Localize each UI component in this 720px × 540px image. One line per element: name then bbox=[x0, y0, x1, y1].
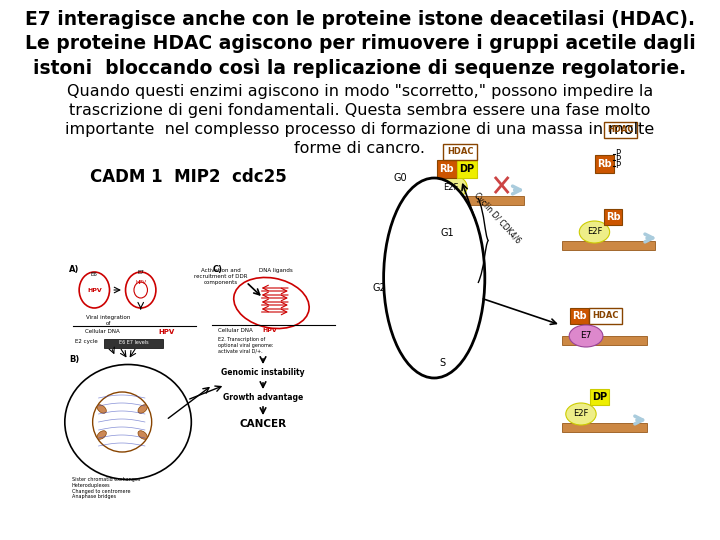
Text: E2F: E2F bbox=[573, 409, 589, 418]
Ellipse shape bbox=[97, 431, 107, 439]
Circle shape bbox=[125, 272, 156, 308]
Text: E6 E7 levels: E6 E7 levels bbox=[119, 341, 149, 346]
Text: Genomic instability: Genomic instability bbox=[221, 368, 305, 377]
Text: S: S bbox=[440, 358, 446, 368]
Text: DNA ligands: DNA ligands bbox=[258, 268, 292, 273]
Ellipse shape bbox=[138, 405, 147, 413]
Text: E2F: E2F bbox=[444, 183, 459, 192]
Text: HPV: HPV bbox=[262, 328, 277, 333]
FancyBboxPatch shape bbox=[588, 308, 622, 324]
Text: DP: DP bbox=[592, 392, 607, 402]
Circle shape bbox=[134, 282, 148, 298]
Text: DP: DP bbox=[459, 164, 474, 174]
Text: istoni  bloccando così la replicazione di sequenze regolatorie.: istoni bloccando così la replicazione di… bbox=[33, 58, 687, 78]
FancyBboxPatch shape bbox=[590, 389, 609, 405]
Text: Quando questi enzimi agiscono in modo "scorretto," possono impedire la: Quando questi enzimi agiscono in modo "s… bbox=[67, 84, 653, 99]
Text: Rb: Rb bbox=[439, 164, 454, 174]
Text: B): B) bbox=[69, 355, 79, 364]
Text: Cellular DNA: Cellular DNA bbox=[86, 329, 120, 334]
Text: HDAC: HDAC bbox=[592, 312, 618, 321]
Ellipse shape bbox=[580, 221, 610, 243]
Text: P: P bbox=[615, 156, 620, 165]
Text: E6: E6 bbox=[91, 273, 98, 278]
Text: Cyclin D/ CDK4/6: Cyclin D/ CDK4/6 bbox=[472, 191, 523, 245]
Text: Viral integration: Viral integration bbox=[86, 315, 131, 320]
Text: Cellular DNA: Cellular DNA bbox=[218, 328, 253, 333]
Text: C): C) bbox=[212, 265, 222, 274]
Ellipse shape bbox=[384, 178, 485, 378]
Text: HDAC: HDAC bbox=[608, 125, 634, 134]
FancyBboxPatch shape bbox=[104, 339, 163, 348]
Text: forme di cancro.: forme di cancro. bbox=[294, 141, 426, 156]
Text: Growth advantage: Growth advantage bbox=[223, 393, 303, 402]
Text: HPV: HPV bbox=[87, 287, 102, 293]
Text: CADM 1  MIP2  cdc25: CADM 1 MIP2 cdc25 bbox=[90, 168, 287, 186]
Text: G2: G2 bbox=[372, 283, 386, 293]
Text: of: of bbox=[106, 321, 112, 326]
FancyBboxPatch shape bbox=[457, 160, 477, 178]
Text: HDAC: HDAC bbox=[447, 147, 474, 157]
Text: E7 interagisce anche con le proteine istone deacetilasi (HDAC).: E7 interagisce anche con le proteine ist… bbox=[25, 10, 695, 29]
FancyBboxPatch shape bbox=[562, 241, 655, 250]
FancyBboxPatch shape bbox=[423, 196, 524, 205]
Text: HPV: HPV bbox=[135, 280, 146, 285]
FancyBboxPatch shape bbox=[562, 423, 647, 432]
Text: P: P bbox=[615, 161, 620, 171]
Text: Rb: Rb bbox=[572, 311, 587, 321]
Text: E2F: E2F bbox=[587, 227, 602, 237]
Text: E7: E7 bbox=[580, 332, 592, 341]
Ellipse shape bbox=[138, 431, 147, 439]
Text: E2. Transcription of
optional viral genome:
activate viral D/+.: E2. Transcription of optional viral geno… bbox=[218, 337, 274, 354]
Text: HPV: HPV bbox=[158, 329, 174, 335]
Text: P: P bbox=[615, 150, 620, 159]
Ellipse shape bbox=[435, 175, 467, 199]
Text: Activation and
recruitment of DDR
components: Activation and recruitment of DDR compon… bbox=[194, 268, 248, 285]
Text: G1: G1 bbox=[440, 228, 454, 238]
Text: trascrizione di geni fondamentali. Questa sembra essere una fase molto: trascrizione di geni fondamentali. Quest… bbox=[69, 103, 651, 118]
FancyBboxPatch shape bbox=[570, 308, 588, 324]
Text: CANCER: CANCER bbox=[240, 419, 287, 429]
Text: E2 cycle: E2 cycle bbox=[75, 339, 98, 344]
Ellipse shape bbox=[93, 392, 152, 452]
FancyBboxPatch shape bbox=[604, 122, 637, 138]
Ellipse shape bbox=[234, 278, 309, 328]
Text: Sister chromatid exchanges
Heteroduplexes
Changed to centromere
Anaphase bridges: Sister chromatid exchanges Heteroduplexe… bbox=[71, 477, 140, 500]
Text: Rb: Rb bbox=[598, 159, 612, 169]
Ellipse shape bbox=[65, 364, 192, 480]
Ellipse shape bbox=[97, 405, 107, 413]
Text: E7: E7 bbox=[138, 271, 144, 275]
Ellipse shape bbox=[570, 325, 603, 347]
Text: importante  nel complesso processo di formazione di una massa in molte: importante nel complesso processo di for… bbox=[66, 122, 654, 137]
FancyBboxPatch shape bbox=[595, 155, 614, 173]
FancyBboxPatch shape bbox=[604, 209, 622, 225]
Circle shape bbox=[79, 272, 109, 308]
FancyBboxPatch shape bbox=[562, 336, 647, 345]
Text: G0: G0 bbox=[394, 173, 408, 183]
Text: A): A) bbox=[69, 265, 79, 274]
Text: Le proteine HDAC agiscono per rimuovere i gruppi acetile dagli: Le proteine HDAC agiscono per rimuovere … bbox=[24, 34, 696, 53]
FancyBboxPatch shape bbox=[444, 144, 477, 160]
Text: Rb: Rb bbox=[606, 212, 621, 222]
Ellipse shape bbox=[566, 403, 596, 425]
FancyBboxPatch shape bbox=[437, 160, 457, 178]
